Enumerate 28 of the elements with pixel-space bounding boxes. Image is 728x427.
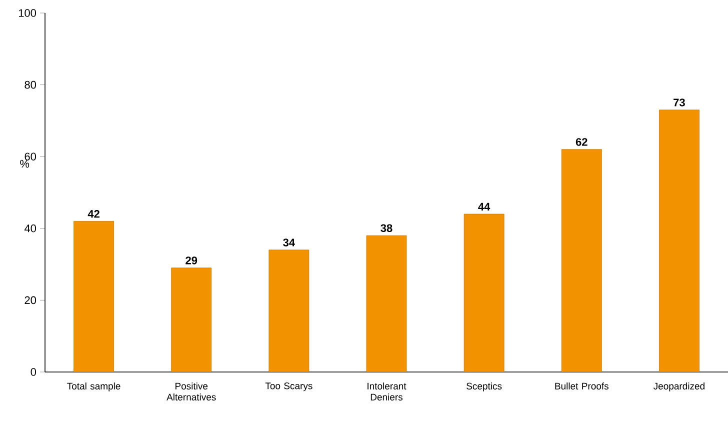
bar (268, 250, 310, 372)
y-tick-label: 20 (24, 296, 36, 304)
bar (561, 149, 602, 372)
data-label: 62 (576, 138, 588, 146)
x-tick-label: Total sample (67, 382, 120, 392)
y-tick-label: 80 (24, 80, 36, 89)
bar (659, 110, 700, 372)
y-tick-label: 40 (24, 224, 36, 232)
x-tick-label: Bullet Proofs (555, 382, 608, 390)
x-tick-label: Jeopardized (653, 382, 704, 392)
x-tick-label: Sceptics (466, 382, 502, 392)
bar (464, 214, 504, 372)
bar (74, 221, 114, 372)
x-tick-label: Positive Alternatives (166, 382, 216, 400)
data-label: 42 (88, 210, 100, 218)
y-tick-label: 60 (24, 152, 36, 160)
data-label: 34 (283, 238, 295, 246)
y-tick-label: 100 (18, 9, 36, 17)
x-tick-label: Too Scarys (265, 382, 312, 392)
data-label: 73 (674, 98, 685, 106)
bar (366, 235, 407, 372)
x-tick-label: Intolerant Deniers (368, 382, 406, 400)
y-tick-label: 0 (30, 368, 36, 376)
data-label: 29 (186, 256, 198, 264)
data-label: 44 (478, 202, 490, 210)
data-label: 38 (380, 224, 392, 232)
y-axis-title: % (20, 160, 30, 168)
bar (171, 268, 212, 372)
